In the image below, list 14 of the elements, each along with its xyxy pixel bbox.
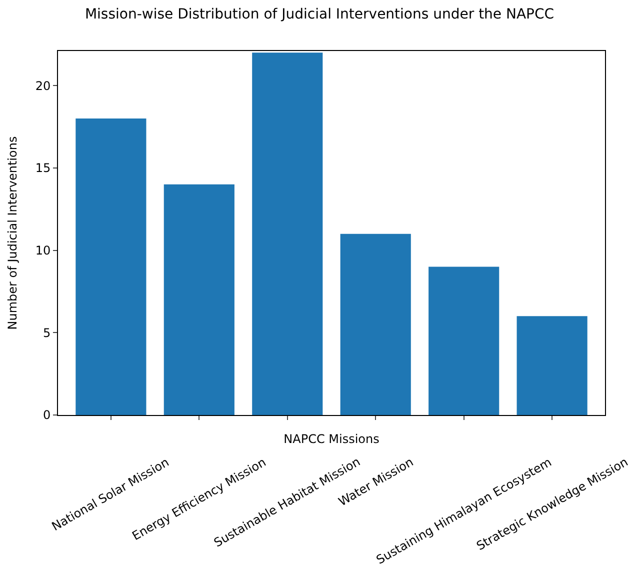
- chart-title: Mission-wise Distribution of Judicial Interventions under the NAPCC: [84, 6, 554, 22]
- bar: [340, 234, 411, 415]
- bar: [76, 118, 146, 415]
- y-tick-label: 10: [35, 243, 51, 258]
- y-axis-title: Number of Judicial Interventions: [6, 136, 20, 330]
- bar: [252, 52, 323, 415]
- bar: [164, 184, 234, 415]
- y-tick-label: 20: [35, 78, 51, 93]
- y-tick-label: 5: [42, 326, 51, 340]
- bar: [516, 316, 588, 415]
- x-axis-title: NAPCC Missions: [284, 432, 380, 446]
- y-tick-label: 0: [42, 408, 51, 422]
- y-tick-label: 15: [35, 161, 51, 176]
- bar: [428, 266, 500, 415]
